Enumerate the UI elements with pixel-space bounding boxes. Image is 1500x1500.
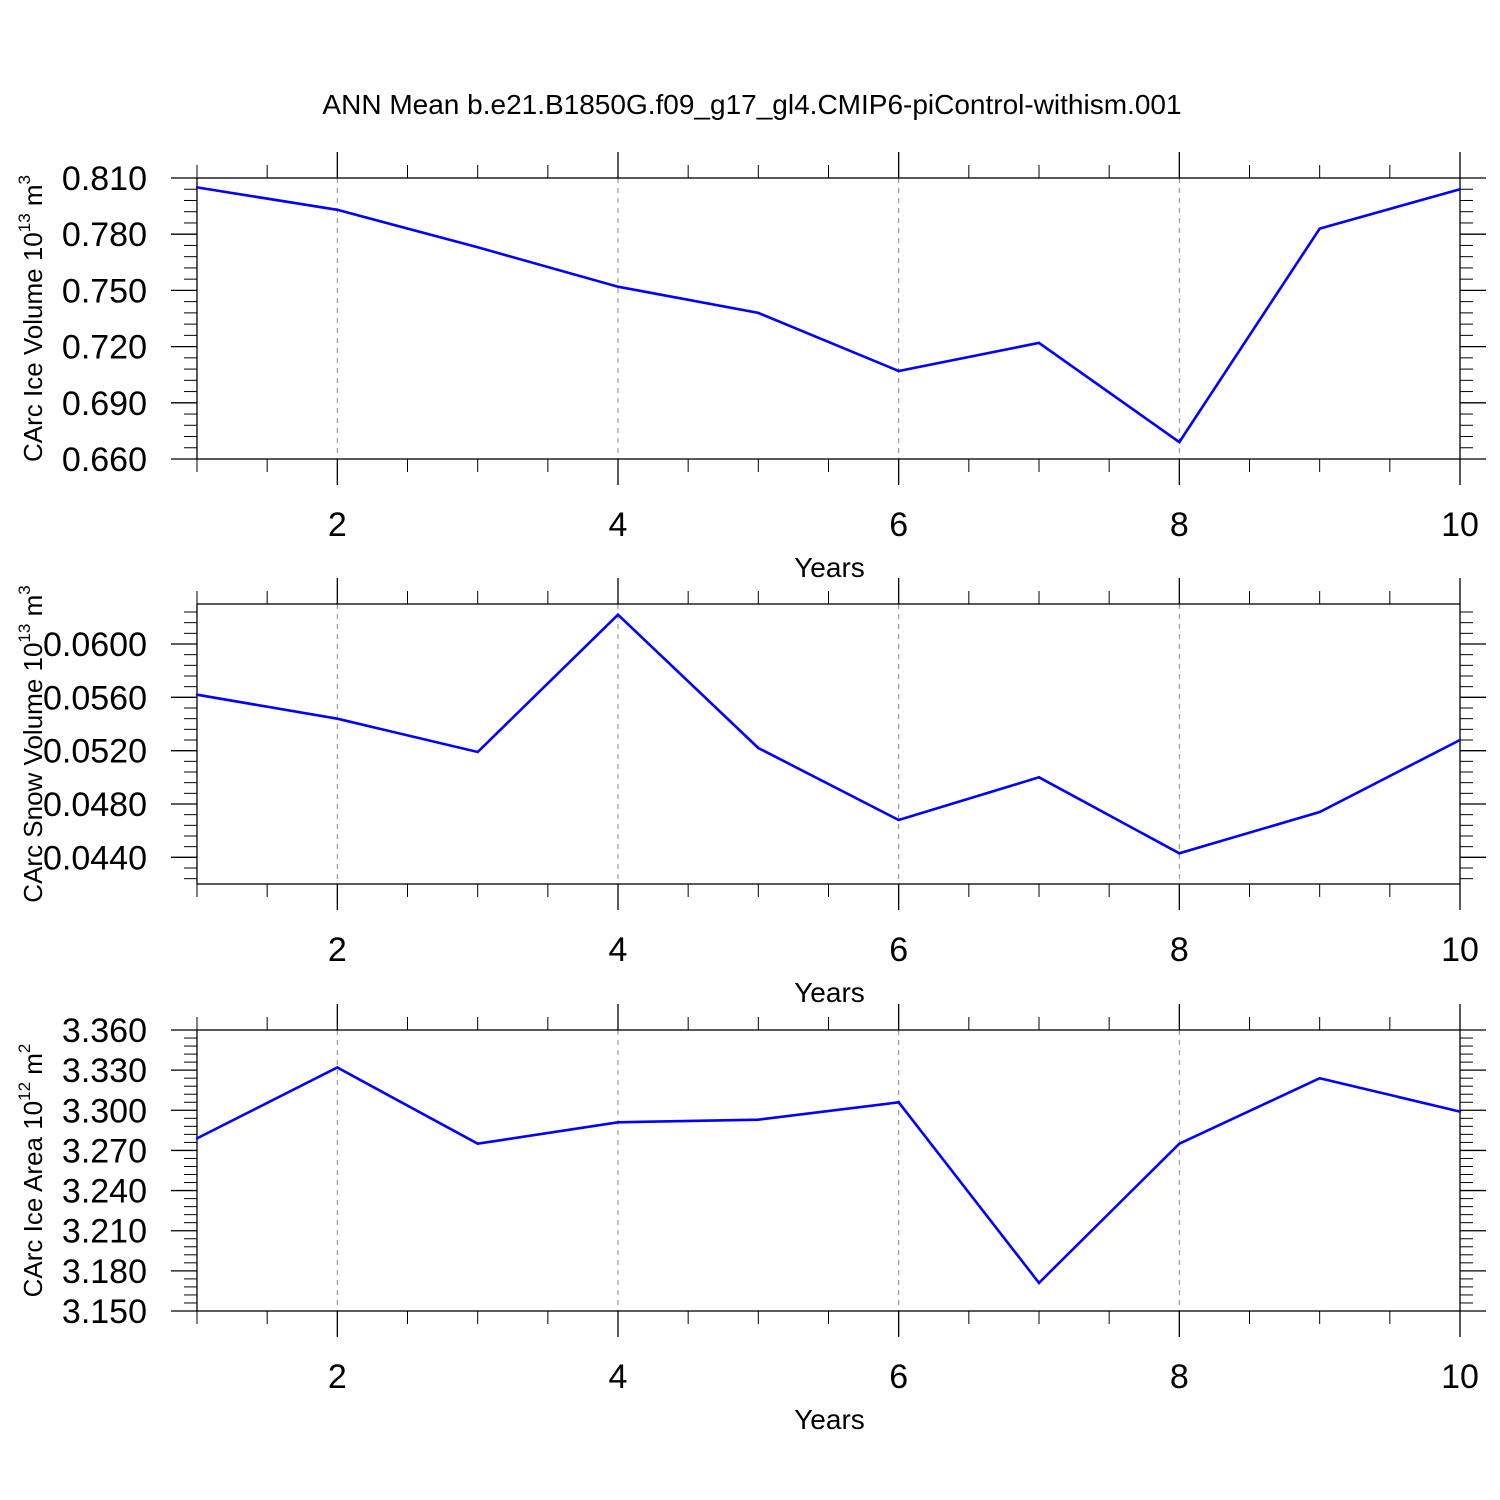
data-point bbox=[1318, 1076, 1321, 1080]
data-point bbox=[757, 311, 760, 315]
y-tick-label: 3.210 bbox=[62, 1213, 147, 1251]
data-point bbox=[1458, 1110, 1462, 1113]
data-point bbox=[616, 613, 620, 616]
x-tick-label: 6 bbox=[889, 1358, 908, 1396]
y-tick-label: 0.0480 bbox=[43, 786, 147, 824]
data-point bbox=[1037, 776, 1041, 779]
y-tick-label: 3.270 bbox=[62, 1132, 147, 1170]
data-point bbox=[897, 1101, 900, 1104]
chart-panel-1: 2 4 6 8 10 0.660 0.690 0.720 0.750 0.780 0.810 Year… bbox=[15, 152, 1486, 583]
y-tick-label: 0.780 bbox=[62, 216, 147, 254]
y-tick-label: 0.0520 bbox=[43, 733, 147, 771]
y-tick-label: 3.360 bbox=[62, 1012, 147, 1050]
plot-frame bbox=[196, 177, 1461, 460]
data-point bbox=[1178, 440, 1181, 444]
data-series-line bbox=[196, 1066, 1461, 1285]
y-axis-label: CArc Ice Area 1012 m2 bbox=[15, 1044, 48, 1298]
data-point bbox=[1458, 738, 1462, 742]
data-point bbox=[1178, 1142, 1181, 1145]
y-tick-label: 0.750 bbox=[62, 272, 147, 310]
data-point bbox=[1178, 852, 1181, 855]
x-tick-label: 8 bbox=[1170, 931, 1189, 969]
data-point bbox=[1318, 810, 1321, 814]
x-tick-label: 2 bbox=[328, 506, 347, 544]
data-point bbox=[336, 717, 339, 720]
data-point bbox=[195, 693, 199, 696]
data-series-line bbox=[196, 612, 1461, 855]
data-point bbox=[897, 818, 900, 822]
data-point bbox=[476, 246, 479, 249]
y-tick-label: 0.810 bbox=[62, 160, 147, 198]
data-point bbox=[897, 369, 900, 373]
y-tick-label: 0.720 bbox=[62, 329, 147, 367]
plot-frame bbox=[196, 1029, 1461, 1312]
y-tick-label: 0.0440 bbox=[43, 839, 147, 877]
data-point bbox=[336, 208, 339, 212]
plot-frame bbox=[196, 603, 1461, 885]
data-point bbox=[1318, 227, 1321, 230]
panels: 2 4 6 8 10 0.660 0.690 0.720 0.750 0.780 0.810 Year… bbox=[15, 152, 1486, 1435]
x-tick-label: 4 bbox=[609, 506, 628, 544]
figure-title: ANN Mean b.e21.B1850G.f09_g17_gl4.CMIP6-… bbox=[322, 89, 1181, 120]
x-axis-label: Years bbox=[794, 552, 865, 583]
x-tick-label: 10 bbox=[1441, 931, 1479, 969]
data-point bbox=[195, 1137, 199, 1140]
chart-panel-2: 2 4 6 8 10 0.0440 0.0480 0.0520 0.0560 0.0600 Year… bbox=[15, 578, 1486, 1008]
data-point bbox=[616, 285, 620, 288]
y-tick-label: 3.330 bbox=[62, 1052, 147, 1090]
data-point bbox=[336, 1066, 339, 1069]
x-axis-label: Years bbox=[794, 1404, 865, 1435]
data-point bbox=[195, 186, 199, 189]
y-tick-label: 3.180 bbox=[62, 1253, 147, 1291]
y-axis-label: CArc Snow Volume 1013 m3 bbox=[15, 585, 48, 902]
x-tick-label: 10 bbox=[1441, 1358, 1479, 1396]
data-point bbox=[757, 746, 760, 750]
x-tick-label: 4 bbox=[609, 931, 628, 969]
chart-panel-3: 2 4 6 8 10 3.1503.1803.2103.2403.2703.3003.33… bbox=[15, 1004, 1486, 1435]
data-point bbox=[476, 1142, 479, 1145]
x-tick-label: 4 bbox=[609, 1358, 628, 1396]
data-point bbox=[1037, 1281, 1041, 1285]
data-point bbox=[1037, 341, 1041, 345]
data-point bbox=[476, 750, 479, 754]
x-tick-label: 6 bbox=[889, 506, 908, 544]
y-tick-label: 3.150 bbox=[62, 1293, 147, 1331]
x-tick-label: 10 bbox=[1441, 506, 1479, 544]
x-tick-label: 8 bbox=[1170, 1358, 1189, 1396]
x-tick-label: 2 bbox=[328, 931, 347, 969]
data-point bbox=[757, 1118, 760, 1121]
y-tick-label: 0.0600 bbox=[43, 626, 147, 664]
y-tick-label: 3.300 bbox=[62, 1092, 147, 1130]
y-axis-label: CArc Ice Volume 1013 m3 bbox=[15, 175, 48, 462]
x-axis-label: Years bbox=[794, 977, 865, 1008]
y-tick-label: 0.660 bbox=[62, 441, 147, 479]
data-point bbox=[1458, 188, 1462, 191]
y-tick-label: 3.240 bbox=[62, 1173, 147, 1211]
x-tick-label: 2 bbox=[328, 1358, 347, 1396]
y-tick-label: 0.0560 bbox=[43, 679, 147, 717]
x-tick-label: 8 bbox=[1170, 506, 1189, 544]
y-tick-label: 0.690 bbox=[62, 385, 147, 423]
data-point bbox=[616, 1121, 620, 1124]
x-tick-label: 6 bbox=[889, 931, 908, 969]
data-series-line bbox=[196, 186, 1461, 444]
